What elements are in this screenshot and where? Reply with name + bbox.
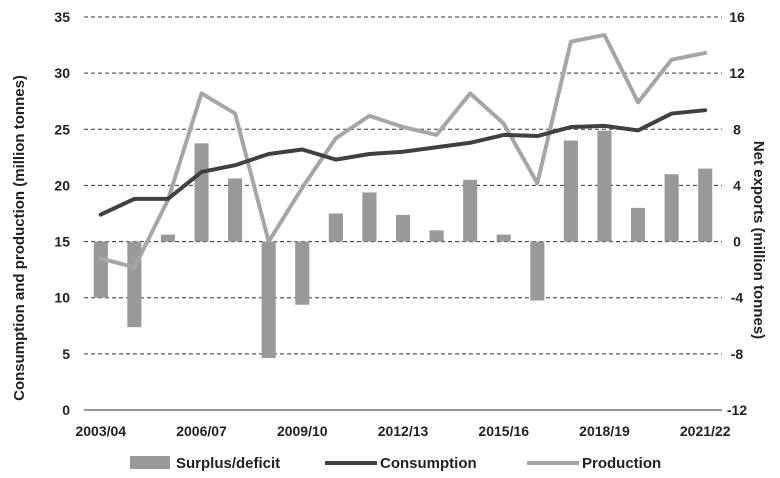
x-tick-label: 2015/16: [478, 423, 529, 439]
bar-2017/18: [563, 140, 578, 242]
x-axis-ticks: 2003/04 2006/07 2009/10 2012/13 2015/16 2018/…: [75, 423, 730, 439]
bar-2007/08: [228, 178, 243, 242]
x-tick-label: 2006/07: [176, 423, 227, 439]
bars: [93, 130, 713, 359]
legend: Surplus/deficit Consumption Production: [130, 455, 661, 472]
bar-2020/21: [664, 174, 679, 242]
right-axis-title: Net exports (million tonnes): [750, 141, 767, 339]
right-tick-label: -8: [731, 346, 744, 362]
legend-label: Production: [582, 455, 661, 472]
bar-2016/17: [530, 241, 545, 301]
x-tick-label: 2018/19: [579, 423, 630, 439]
bar-2019/20: [631, 207, 646, 242]
left-axis-title: Consumption and production (million tonn…: [11, 75, 28, 401]
bar-2013/14: [429, 230, 444, 242]
left-tick-label: 25: [54, 121, 70, 137]
right-tick-label: 0: [733, 234, 741, 250]
x-tick-label: 2003/04: [75, 423, 126, 439]
bar-2012/13: [395, 214, 411, 242]
line-consumption: [98, 108, 708, 217]
bar-2009/10: [295, 241, 310, 305]
bar-2008/09: [261, 241, 276, 359]
x-tick-label: 2021/22: [680, 423, 731, 439]
right-tick-label: -4: [731, 290, 744, 306]
bar-2011/12: [362, 192, 377, 242]
right-tick-label: -12: [727, 402, 747, 418]
left-tick-label: 35: [54, 9, 70, 25]
left-tick-label: 20: [54, 177, 70, 193]
bar-2003/04: [93, 241, 108, 298]
legend-label: Consumption: [380, 455, 477, 472]
x-tick-label: 2009/10: [277, 423, 328, 439]
bar-2018/19: [597, 130, 612, 242]
gridlines: [84, 16, 722, 411]
right-tick-label: 4: [733, 177, 741, 193]
bar-2006/07: [194, 143, 209, 242]
left-tick-label: 5: [62, 346, 70, 362]
left-tick-label: 30: [54, 65, 70, 81]
line-production: [98, 32, 708, 270]
legend-swatch: [130, 456, 170, 469]
bar-2005/06: [160, 234, 175, 242]
left-axis-ticks: 0 5 10 15 20 25 30 35: [54, 9, 70, 418]
legend-label: Surplus/deficit: [176, 455, 280, 472]
left-tick-label: 10: [54, 290, 70, 306]
left-tick-label: 0: [62, 402, 70, 418]
right-tick-label: 16: [729, 9, 745, 25]
left-tick-label: 15: [54, 234, 70, 250]
right-tick-label: 8: [733, 121, 741, 137]
bar-2010/11: [328, 213, 343, 242]
lines: [98, 32, 708, 270]
right-axis-ticks: -12 -8 -4 0 4 8 12 16: [727, 9, 747, 418]
right-tick-label: 12: [729, 65, 745, 81]
x-tick-label: 2012/13: [378, 423, 429, 439]
bar-2021/22: [698, 168, 713, 242]
bar-2014/15: [463, 179, 478, 242]
bar-2015/16: [496, 234, 511, 242]
